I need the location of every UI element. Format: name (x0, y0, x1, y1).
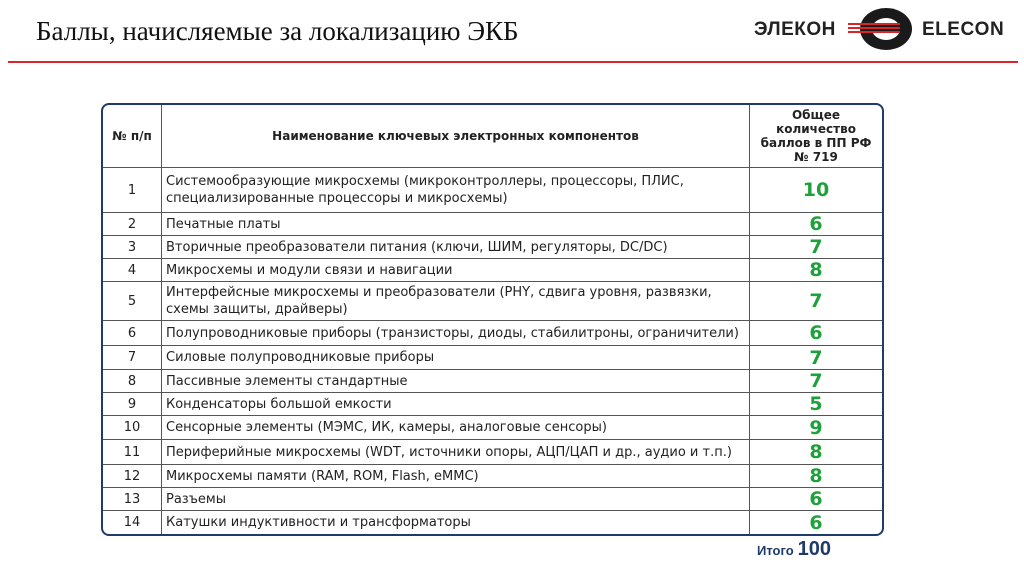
row-name: Вторичные преобразователи питания (ключи… (162, 236, 750, 259)
row-score: 7 (750, 236, 882, 259)
row-number: 3 (103, 236, 162, 259)
row-name: Сенсорные элементы (МЭМС, ИК, камеры, ан… (162, 416, 750, 440)
row-number: 10 (103, 416, 162, 440)
row-name: Силовые полупроводниковые приборы (162, 346, 750, 370)
logo-text-ru: ЭЛЕКОН (754, 19, 836, 40)
header-number: № п/п (103, 105, 162, 168)
row-name: Полупроводниковые приборы (транзисторы, … (162, 321, 750, 346)
row-number: 1 (103, 168, 162, 213)
row-number: 13 (103, 488, 162, 511)
table-row: 9 Конденсаторы большой емкости 5 (103, 393, 882, 416)
table-row: 5 Интерфейсные микросхемы и преобразовате… (103, 282, 882, 321)
row-score: 8 (750, 465, 882, 488)
row-name: Микросхемы памяти (RAM, ROM, Flash, eMMC… (162, 465, 750, 488)
row-score: 6 (750, 321, 882, 346)
row-name: Конденсаторы большой емкости (162, 393, 750, 416)
page-title: Баллы, начисляемые за локализацию ЭКБ (36, 16, 519, 46)
row-number: 9 (103, 393, 162, 416)
total-value: 100 (797, 538, 832, 560)
row-number: 14 (103, 511, 162, 534)
row-score: 7 (750, 282, 882, 321)
row-name: Интерфейсные микросхемы и преобразовател… (162, 282, 750, 321)
total: Итого 100 (757, 538, 831, 561)
row-score: 6 (750, 488, 882, 511)
row-number: 6 (103, 321, 162, 346)
row-score: 7 (750, 346, 882, 370)
row-score: 6 (750, 213, 882, 236)
table-row: 2 Печатные платы 6 (103, 213, 882, 236)
elecon-logo: ЭЛЕКОН ELECON (752, 6, 1014, 52)
total-label: Итого (757, 543, 794, 558)
logo-text-en: ELECON (922, 19, 1005, 40)
header-name: Наименование ключевых электронных компон… (162, 105, 750, 168)
row-score: 7 (750, 370, 882, 393)
row-number: 11 (103, 440, 162, 465)
row-name: Микросхемы и модули связи и навигации (162, 259, 750, 282)
row-name: Разъемы (162, 488, 750, 511)
row-score: 5 (750, 393, 882, 416)
table-row: 11 Периферийные микросхемы (WDT, источник… (103, 440, 882, 465)
logo-emblem-icon (848, 8, 912, 50)
header-divider (8, 61, 1018, 63)
table-row: 14 Катушки индуктивности и трансформаторы… (103, 511, 882, 534)
table-row: 4 Микросхемы и модули связи и навигации 8 (103, 259, 882, 282)
table-row: 7 Силовые полупроводниковые приборы 7 (103, 346, 882, 370)
table-row: 8 Пассивные элементы стандартные 7 (103, 370, 882, 393)
row-number: 7 (103, 346, 162, 370)
row-score: 10 (750, 168, 882, 213)
row-number: 2 (103, 213, 162, 236)
row-score: 9 (750, 416, 882, 440)
row-number: 12 (103, 465, 162, 488)
table-row: 13 Разъемы 6 (103, 488, 882, 511)
row-name: Периферийные микросхемы (WDT, источники … (162, 440, 750, 465)
row-name: Пассивные элементы стандартные (162, 370, 750, 393)
ecb-points-table: № п/п Наименование ключевых электронных … (101, 103, 884, 536)
table-row: 10 Сенсорные элементы (МЭМС, ИК, камеры, … (103, 416, 882, 440)
row-name: Системообразующие микросхемы (микроконтр… (162, 168, 750, 213)
table-row: 12 Микросхемы памяти (RAM, ROM, Flash, eM… (103, 465, 882, 488)
row-score: 8 (750, 259, 882, 282)
row-number: 8 (103, 370, 162, 393)
row-name: Печатные платы (162, 213, 750, 236)
table-row: 1 Системообразующие микросхемы (микроконт… (103, 168, 882, 213)
row-score: 8 (750, 440, 882, 465)
row-score: 6 (809, 511, 823, 534)
table-row: 6 Полупроводниковые приборы (транзисторы,… (103, 321, 882, 346)
row-name: Катушки индуктивности и трансформаторы (162, 511, 750, 534)
row-number: 5 (103, 282, 162, 321)
header-score: Общее количество баллов в ПП РФ № 719 (750, 105, 882, 168)
table-row: 3 Вторичные преобразователи питания (ключ… (103, 236, 882, 259)
row-number: 4 (103, 259, 162, 282)
